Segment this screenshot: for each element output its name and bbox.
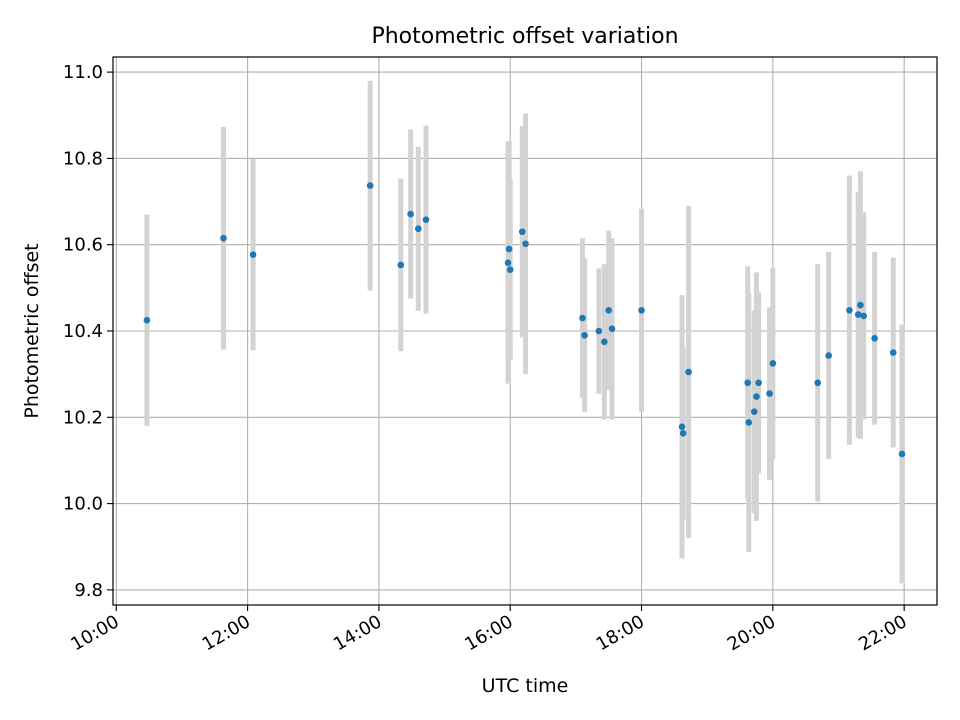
x-axis-title: UTC time	[482, 675, 569, 697]
y-tick-label: 9.8	[74, 580, 103, 601]
y-axis-title: Photometric offset	[21, 243, 43, 418]
data-point	[857, 301, 864, 309]
data-point	[505, 245, 513, 253]
data-point	[407, 210, 414, 218]
data-point	[898, 450, 906, 458]
data-point	[608, 325, 616, 333]
y-tick-label: 10.8	[63, 148, 103, 169]
chart-title: Photometric offset variation	[371, 24, 678, 49]
data-point	[871, 335, 878, 342]
data-point	[249, 251, 257, 258]
data-point	[595, 327, 603, 335]
data-point	[518, 228, 526, 236]
data-point	[522, 240, 529, 248]
y-tick-label: 10.2	[63, 407, 103, 428]
data-point	[581, 332, 588, 339]
data-point	[814, 379, 822, 387]
y-tick-label: 11.0	[63, 62, 103, 83]
data-point	[579, 314, 586, 322]
data-point	[397, 261, 405, 269]
data-points	[143, 182, 906, 458]
data-point	[601, 338, 608, 346]
data-point	[679, 429, 687, 437]
y-tick-label: 10.4	[63, 321, 103, 342]
data-point	[769, 360, 777, 367]
y-tick-label: 10.6	[63, 235, 103, 256]
data-point	[825, 352, 832, 359]
data-point	[422, 216, 430, 223]
y-axis: 9.8 10.0 10.2 10.4 10.6 10.8 11.0	[63, 62, 113, 601]
data-point	[415, 225, 422, 233]
data-point	[753, 393, 760, 400]
data-point	[678, 423, 686, 431]
data-point	[766, 390, 773, 397]
data-point	[750, 408, 758, 415]
data-point	[220, 234, 227, 242]
data-point	[854, 311, 862, 318]
data-point	[860, 312, 867, 320]
data-point	[685, 368, 692, 376]
data-point	[366, 182, 374, 189]
data-point	[744, 379, 751, 387]
data-point	[605, 306, 613, 314]
data-point	[504, 259, 512, 267]
data-point	[889, 349, 897, 356]
data-point	[638, 306, 645, 314]
y-tick-label: 10.0	[63, 494, 103, 515]
data-point	[143, 316, 151, 324]
data-point	[755, 379, 762, 387]
data-point	[846, 306, 853, 314]
data-point	[506, 266, 514, 274]
data-point	[745, 419, 753, 426]
